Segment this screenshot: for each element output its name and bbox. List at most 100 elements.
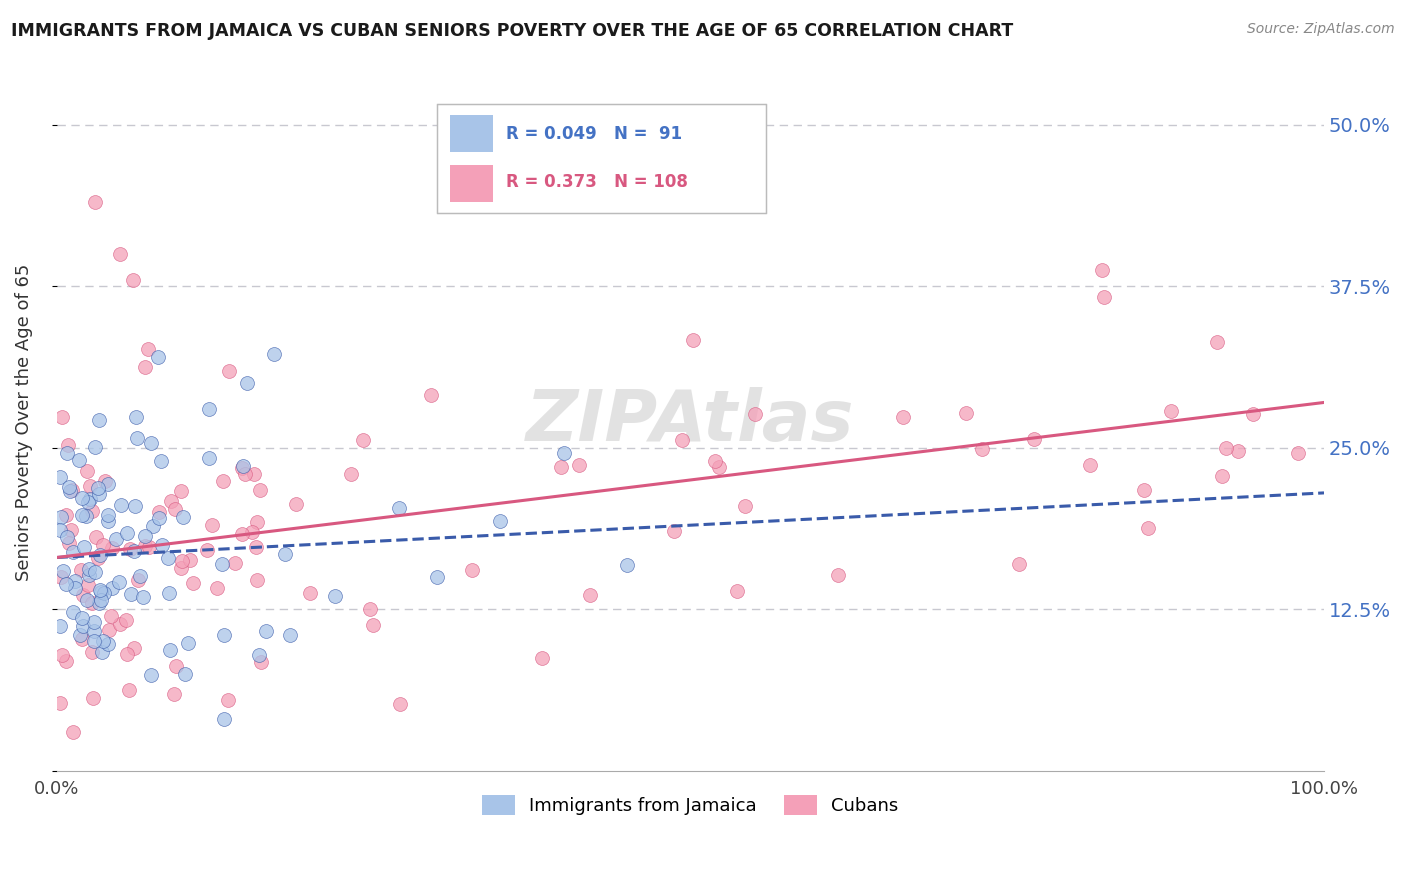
Point — [1211, 469, 1233, 483]
Point — [177, 636, 200, 650]
Point — [352, 434, 374, 448]
Point — [70, 508, 93, 523]
Point — [56, 438, 79, 452]
Point — [72, 588, 94, 602]
Point — [148, 505, 170, 519]
Point — [148, 510, 170, 524]
Point — [76, 592, 98, 607]
Point — [1133, 483, 1156, 497]
Point — [128, 569, 150, 583]
Point — [100, 609, 122, 624]
Point — [157, 586, 180, 600]
Point — [70, 563, 93, 577]
Point — [132, 590, 155, 604]
Y-axis label: Seniors Poverty Over the Age of 65: Seniors Poverty Over the Age of 65 — [15, 263, 32, 581]
Point — [179, 553, 201, 567]
Point — [51, 510, 73, 524]
Point — [489, 514, 512, 528]
Point — [671, 433, 693, 447]
Point — [170, 483, 193, 498]
Point — [233, 467, 256, 481]
Point — [389, 697, 412, 711]
Point — [359, 602, 381, 616]
Point — [77, 495, 100, 509]
Point — [52, 564, 75, 578]
Point — [62, 605, 84, 619]
Point — [1008, 557, 1031, 571]
Point — [101, 581, 124, 595]
Point — [426, 570, 449, 584]
Point — [181, 576, 204, 591]
Point — [89, 548, 111, 562]
Point — [274, 547, 297, 561]
Point — [159, 643, 181, 657]
Point — [205, 581, 228, 595]
Point — [1286, 446, 1309, 460]
Legend: Immigrants from Jamaica, Cubans: Immigrants from Jamaica, Cubans — [474, 786, 907, 824]
Point — [83, 195, 105, 210]
Point — [263, 346, 285, 360]
Point — [195, 543, 218, 558]
Point — [91, 538, 114, 552]
Point — [91, 634, 114, 648]
Point — [707, 459, 730, 474]
Point — [1092, 290, 1115, 304]
Point — [361, 618, 384, 632]
Point — [89, 412, 111, 426]
Point — [249, 483, 271, 497]
Point — [249, 655, 271, 669]
Point — [278, 628, 301, 642]
Point — [58, 480, 80, 494]
Point — [55, 577, 77, 591]
Point — [55, 654, 77, 668]
Point — [97, 477, 120, 491]
Point — [83, 615, 105, 629]
Point — [97, 508, 120, 523]
Point — [134, 539, 156, 553]
Point — [87, 481, 110, 495]
Point — [73, 540, 96, 554]
Point — [231, 461, 253, 475]
Point — [49, 469, 72, 483]
Point — [84, 565, 107, 579]
Point — [568, 458, 591, 473]
Point — [59, 483, 82, 498]
Point — [104, 532, 127, 546]
Point — [110, 498, 132, 512]
Point — [110, 616, 132, 631]
Point — [94, 475, 117, 489]
Point — [531, 651, 554, 665]
Point — [80, 645, 103, 659]
Point — [1078, 458, 1101, 472]
Point — [156, 551, 179, 566]
Point — [211, 557, 233, 571]
Point — [972, 442, 994, 456]
Point — [616, 558, 638, 572]
Point — [246, 515, 269, 529]
Text: ZIPAtlas: ZIPAtlas — [526, 387, 855, 457]
Point — [115, 648, 138, 662]
Point — [139, 435, 162, 450]
Point — [212, 474, 235, 488]
Point — [58, 536, 80, 550]
Point — [170, 561, 193, 575]
Point — [97, 514, 120, 528]
Point — [70, 632, 93, 646]
Point — [79, 479, 101, 493]
Point — [1226, 443, 1249, 458]
Point — [77, 567, 100, 582]
Point — [1136, 521, 1159, 535]
Point — [212, 712, 235, 726]
Point — [87, 487, 110, 501]
Point — [67, 453, 90, 467]
Point — [662, 524, 685, 538]
Point — [419, 388, 441, 402]
Point — [201, 518, 224, 533]
Point — [97, 624, 120, 638]
Point — [146, 350, 169, 364]
Point — [108, 247, 131, 261]
Point — [682, 333, 704, 347]
Point — [127, 573, 149, 587]
Point — [55, 508, 77, 522]
Text: Source: ZipAtlas.com: Source: ZipAtlas.com — [1247, 22, 1395, 37]
